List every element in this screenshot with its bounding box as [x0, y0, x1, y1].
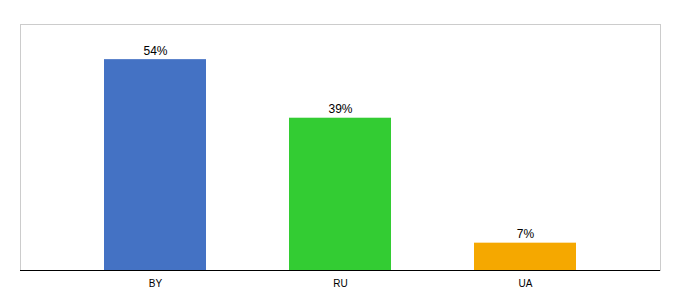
- svg-text:UA: UA: [519, 278, 533, 289]
- svg-text:39%: 39%: [328, 102, 352, 116]
- svg-text:RU: RU: [333, 278, 347, 289]
- svg-text:7%: 7%: [517, 227, 535, 241]
- svg-text:BY: BY: [149, 278, 163, 289]
- svg-text:54%: 54%: [143, 44, 167, 58]
